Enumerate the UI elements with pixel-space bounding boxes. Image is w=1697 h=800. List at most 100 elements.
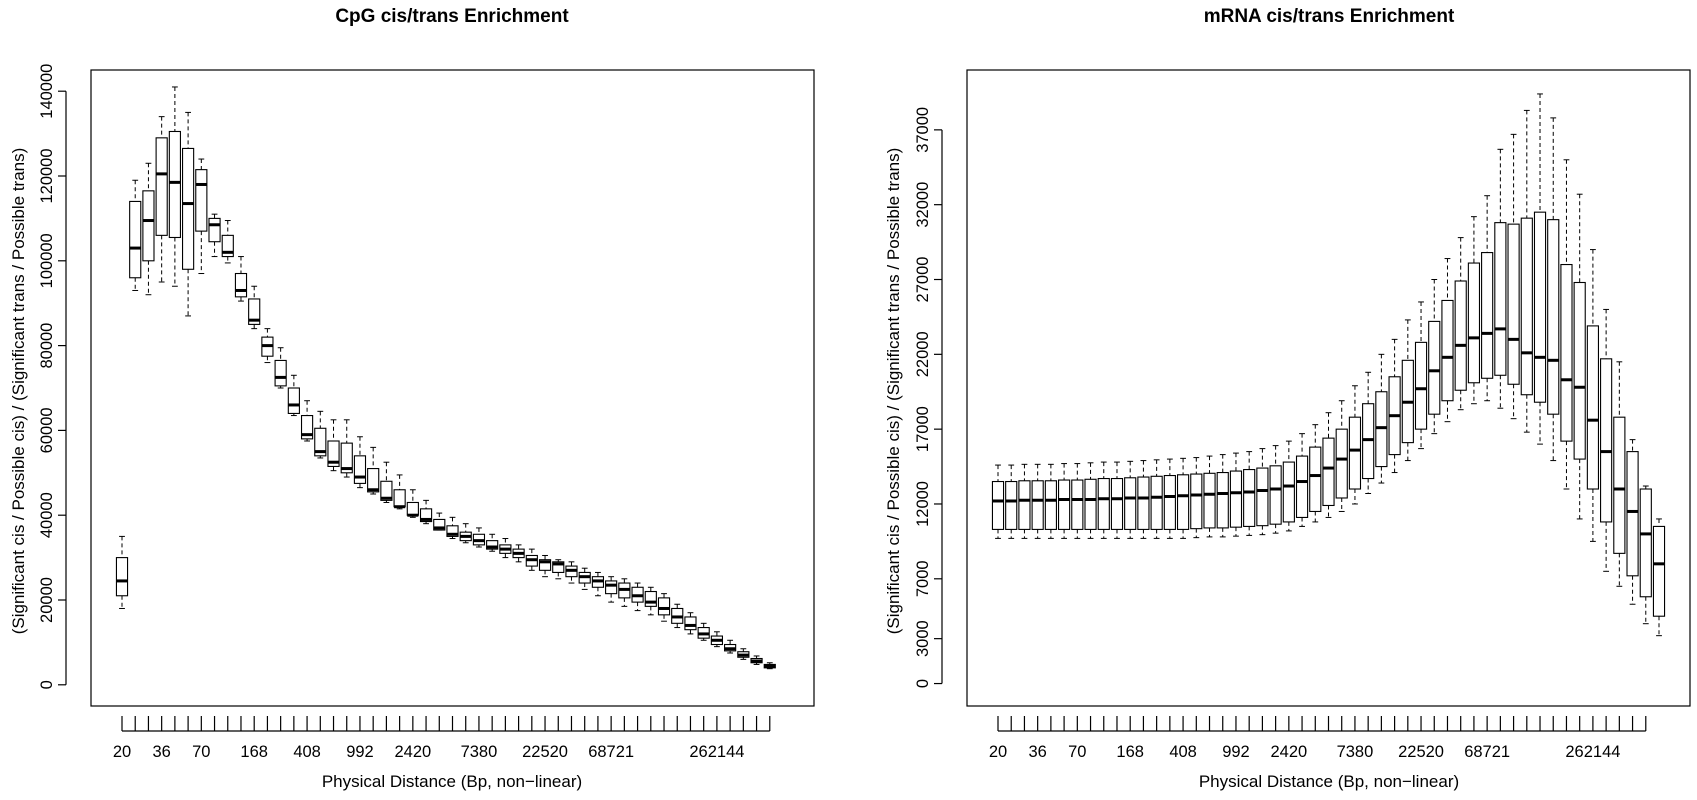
- box-19: [353, 436, 367, 489]
- box-34: [1428, 279, 1441, 435]
- box-39: [1494, 148, 1507, 409]
- iqr-box: [1229, 470, 1243, 528]
- box-46: [710, 631, 724, 648]
- x-tick-label: 992: [346, 743, 374, 761]
- iqr-box: [195, 169, 208, 232]
- x-tick-label: 7380: [1337, 743, 1374, 761]
- box-26: [446, 516, 459, 540]
- iqr-box: [486, 540, 499, 550]
- x-axis-label: Physical Distance (Bp, non−linear): [322, 772, 582, 791]
- box-31: [1388, 338, 1401, 474]
- iqr-box: [234, 272, 248, 298]
- iqr-box: [1150, 475, 1163, 530]
- y-tick-label: 0: [914, 679, 932, 688]
- iqr-box: [1639, 488, 1652, 598]
- iqr-box: [406, 501, 419, 516]
- box-46: [1586, 249, 1600, 542]
- y-tick-label: 40000: [38, 492, 56, 538]
- box-16: [1190, 457, 1203, 539]
- box-22: [1269, 445, 1282, 534]
- iqr-box: [181, 147, 195, 270]
- x-tick-label: 168: [240, 743, 268, 761]
- box-35: [565, 561, 578, 584]
- iqr-box: [1547, 219, 1560, 415]
- iqr-box: [248, 298, 261, 325]
- iqr-box: [552, 561, 565, 573]
- box-45: [1573, 193, 1586, 520]
- box-28: [1348, 385, 1362, 505]
- y-tick-label: 80000: [38, 323, 56, 369]
- x-tick-label: 36: [152, 743, 170, 761]
- x-tick-label: 7380: [461, 743, 498, 761]
- box-19: [1229, 452, 1243, 537]
- iqr-box: [446, 525, 459, 537]
- iqr-box: [142, 190, 155, 262]
- box-50: [763, 662, 776, 670]
- box-24: [419, 499, 433, 525]
- box-6: [181, 111, 195, 317]
- box-40: [631, 582, 644, 612]
- iqr-box: [1454, 280, 1467, 391]
- iqr-box: [1652, 525, 1666, 617]
- iqr-box: [1190, 473, 1203, 530]
- box-4: [1031, 463, 1044, 539]
- iqr-box: [287, 387, 300, 414]
- box-12: [261, 328, 274, 364]
- box-44: [1560, 159, 1573, 490]
- box-5: [168, 86, 181, 287]
- iqr-box: [684, 616, 697, 631]
- iqr-box: [168, 130, 181, 239]
- y-tick-label: 22000: [914, 331, 932, 377]
- x-tick-label: 168: [1116, 743, 1144, 761]
- box-27: [1335, 400, 1348, 512]
- iqr-box: [1031, 480, 1044, 530]
- iqr-box: [393, 489, 406, 508]
- box-32: [525, 548, 538, 571]
- y-tick-label: 17000: [914, 406, 932, 452]
- box-14: [1163, 458, 1176, 539]
- iqr-box: [353, 455, 367, 484]
- box-3: [142, 162, 155, 296]
- box-38: [605, 576, 618, 603]
- y-axis-label: (Significant cis / Possible cis) / (Sign…: [9, 148, 28, 635]
- box-7: [1071, 463, 1084, 539]
- box-7: [195, 158, 208, 275]
- iqr-box: [1586, 325, 1600, 490]
- x-tick-label: 70: [1068, 743, 1086, 761]
- iqr-box: [433, 518, 446, 531]
- box-15: [300, 400, 314, 442]
- x-tick-label: 22520: [1398, 743, 1444, 761]
- box-43: [671, 603, 684, 629]
- iqr-box: [538, 559, 552, 571]
- box-13: [274, 347, 287, 389]
- iqr-box: [1269, 465, 1282, 525]
- box-42: [657, 593, 671, 622]
- cpg-enrichment-panel: CpG cis/trans Enrichment Physical Distan…: [9, 6, 815, 791]
- box-8: [208, 213, 221, 258]
- box-11: [248, 285, 261, 330]
- x-tick-label: 262144: [689, 743, 744, 761]
- iqr-box: [1428, 320, 1441, 415]
- box-50: [1639, 485, 1652, 625]
- iqr-box: [1295, 455, 1309, 518]
- x-tick-label: 2420: [1270, 743, 1307, 761]
- iqr-box: [1348, 416, 1362, 490]
- iqr-box: [1600, 358, 1613, 523]
- box-14: [287, 374, 300, 417]
- box-23: [1282, 440, 1295, 532]
- iqr-box: [419, 508, 433, 523]
- y-tick-label: 0: [38, 680, 56, 689]
- box-9: [221, 220, 234, 264]
- box-31: [512, 544, 525, 563]
- iqr-box: [657, 597, 671, 616]
- iqr-box: [1520, 217, 1533, 396]
- iqr-box: [1216, 472, 1229, 529]
- box-21: [1256, 448, 1269, 536]
- box-26: [1322, 412, 1335, 518]
- iqr-box: [1005, 480, 1018, 530]
- x-tick-label: 36: [1028, 743, 1046, 761]
- box-18: [340, 419, 353, 478]
- iqr-box: [1018, 480, 1031, 530]
- mrna-enrichment-panel: mRNA cis/trans Enrichment Physical Dista…: [884, 6, 1691, 791]
